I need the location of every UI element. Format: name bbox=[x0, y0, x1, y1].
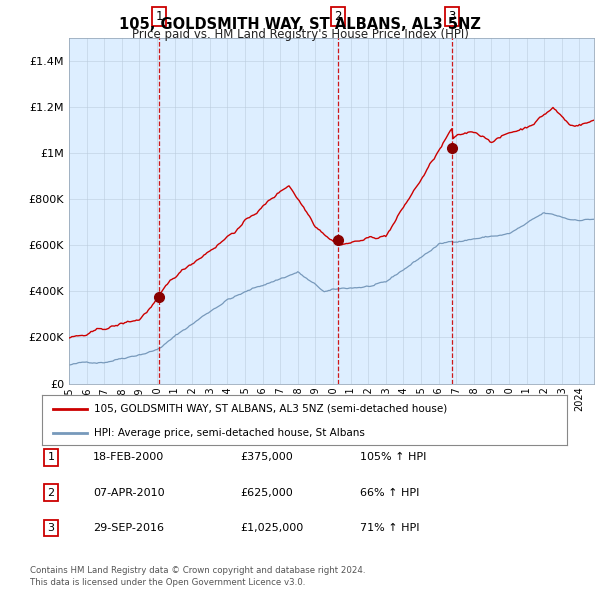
Text: 29-SEP-2016: 29-SEP-2016 bbox=[93, 523, 164, 533]
Text: 18-FEB-2000: 18-FEB-2000 bbox=[93, 453, 164, 462]
Text: 105% ↑ HPI: 105% ↑ HPI bbox=[360, 453, 427, 462]
Text: 1: 1 bbox=[47, 453, 55, 462]
Text: 2: 2 bbox=[47, 488, 55, 497]
Text: £625,000: £625,000 bbox=[240, 488, 293, 497]
Text: £1,025,000: £1,025,000 bbox=[240, 523, 303, 533]
Text: Contains HM Land Registry data © Crown copyright and database right 2024.
This d: Contains HM Land Registry data © Crown c… bbox=[30, 566, 365, 587]
Text: 3: 3 bbox=[448, 10, 455, 23]
Text: Price paid vs. HM Land Registry's House Price Index (HPI): Price paid vs. HM Land Registry's House … bbox=[131, 28, 469, 41]
Text: 105, GOLDSMITH WAY, ST ALBANS, AL3 5NZ: 105, GOLDSMITH WAY, ST ALBANS, AL3 5NZ bbox=[119, 17, 481, 31]
Text: 1: 1 bbox=[155, 10, 163, 23]
Text: 105, GOLDSMITH WAY, ST ALBANS, AL3 5NZ (semi-detached house): 105, GOLDSMITH WAY, ST ALBANS, AL3 5NZ (… bbox=[95, 404, 448, 414]
Text: 07-APR-2010: 07-APR-2010 bbox=[93, 488, 164, 497]
Text: 3: 3 bbox=[47, 523, 55, 533]
Text: HPI: Average price, semi-detached house, St Albans: HPI: Average price, semi-detached house,… bbox=[95, 428, 365, 438]
Text: 71% ↑ HPI: 71% ↑ HPI bbox=[360, 523, 419, 533]
Text: £375,000: £375,000 bbox=[240, 453, 293, 462]
Text: 66% ↑ HPI: 66% ↑ HPI bbox=[360, 488, 419, 497]
Text: 2: 2 bbox=[334, 10, 341, 23]
